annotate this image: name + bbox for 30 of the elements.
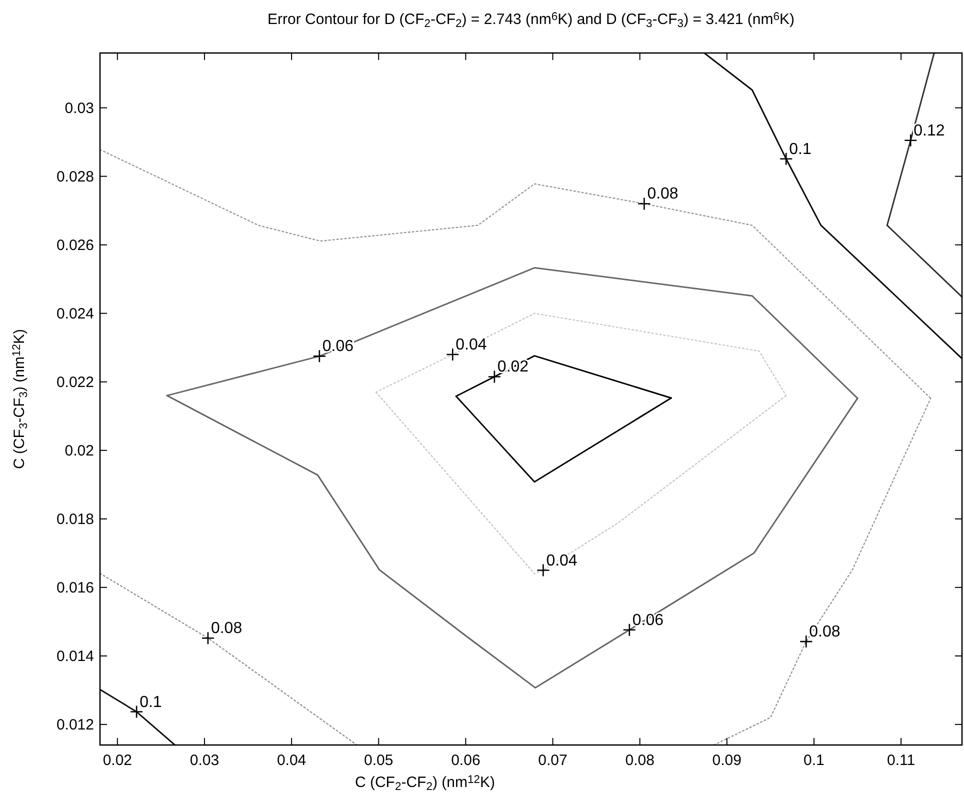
annotation: 0.04 xyxy=(546,552,578,570)
x-tick-label: 0.02 xyxy=(102,752,132,769)
x-tick-label: 0.05 xyxy=(364,752,394,769)
x-tick-label: 0.07 xyxy=(538,752,568,769)
y-tick-label: 0.014 xyxy=(56,648,94,665)
x-tick-label: 0.11 xyxy=(887,752,916,769)
y-tick-label: 0.012 xyxy=(56,716,94,734)
y-tick-label: 0.018 xyxy=(56,510,94,528)
y-tick-label: 0.024 xyxy=(56,305,94,322)
chart-title: Error Contour for D (CF$_{2}$-CF$_{2}$) = 2.743 (nm$^{6}$K) and D (CF$_{3}$-CF$_{3}$) = 3.421 (nm$^{6}$K) xyxy=(268,10,794,30)
annotation: 0.1 xyxy=(140,694,162,711)
x-tick-label: 0.09 xyxy=(712,752,742,769)
y-tick-label: 0.03 xyxy=(64,100,94,117)
annotation: 0.04 xyxy=(456,336,487,354)
annotation: 0.08 xyxy=(210,620,242,638)
x-tick-label: 0.03 xyxy=(190,752,220,769)
y-tick-label: 0.022 xyxy=(56,374,94,391)
annotation: 0.1 xyxy=(789,140,812,158)
annotation: 0.08 xyxy=(647,186,678,203)
y-tick-label: 0.02 xyxy=(64,442,94,460)
x-axis-title: C (CF$_{2}$-CF$_{2}$) (nm$^{12}$K) xyxy=(354,774,496,794)
y-tick-label: 0.028 xyxy=(56,168,94,186)
x-tick-label: 0.08 xyxy=(625,752,654,769)
x-tick-label: 0.06 xyxy=(451,752,480,769)
x-tick-label: 0.1 xyxy=(804,752,824,769)
annotation: 0.08 xyxy=(809,624,840,641)
y-tick-label: 0.026 xyxy=(56,236,94,254)
annotation: 0.12 xyxy=(914,122,945,140)
x-tick-label: 0.04 xyxy=(276,752,306,769)
y-tick-label: 0.016 xyxy=(56,579,94,596)
